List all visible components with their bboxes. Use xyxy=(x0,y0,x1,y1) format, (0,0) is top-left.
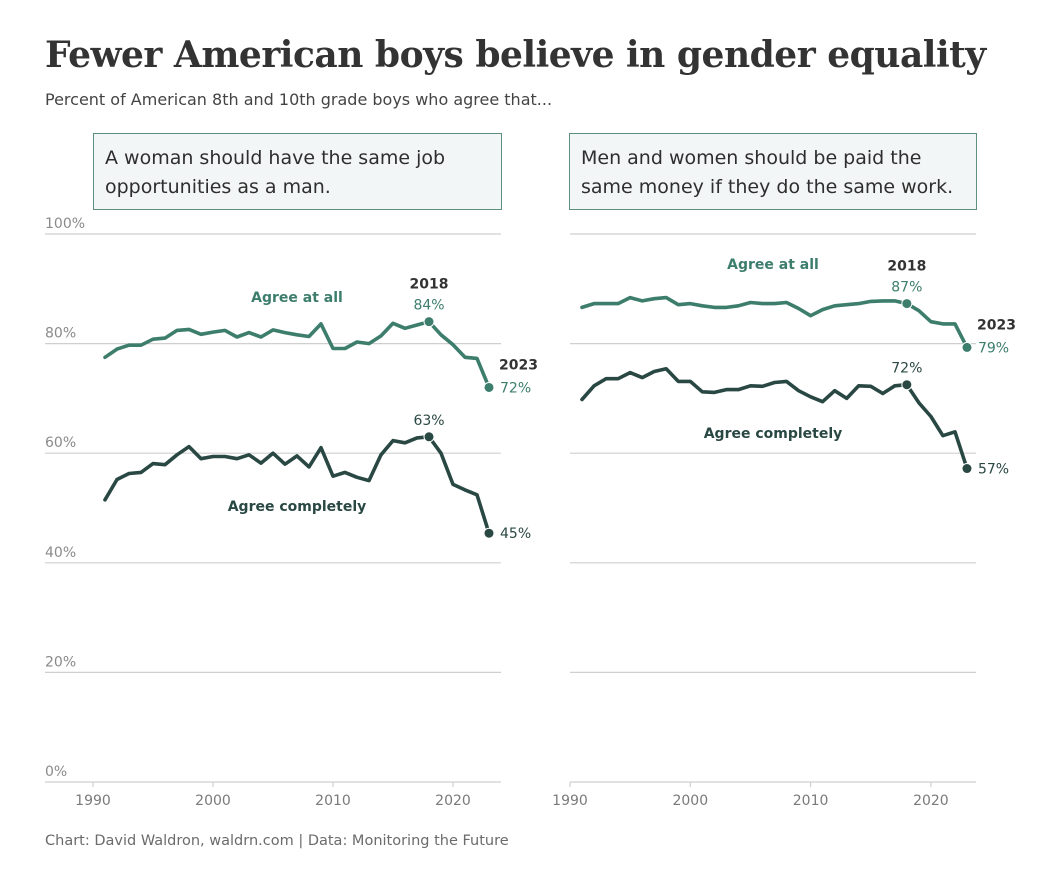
y-tick-label: 20% xyxy=(45,654,76,670)
data-point-2023 xyxy=(961,341,973,353)
annotation-value: 57% xyxy=(978,462,1009,478)
x-tick-label: 2010 xyxy=(315,793,351,809)
x-tick-label: 2000 xyxy=(672,793,708,809)
data-point-2018 xyxy=(423,316,435,328)
data-point-2018 xyxy=(901,379,913,391)
y-tick-label: 0% xyxy=(45,764,67,780)
y-tick-label: 100% xyxy=(45,216,85,232)
annotation-year: 2023 xyxy=(977,317,1016,333)
x-tick-label: 2000 xyxy=(195,793,231,809)
x-tick-label: 1990 xyxy=(75,793,111,809)
data-point-2018 xyxy=(423,431,435,443)
x-tick-label: 2010 xyxy=(793,793,829,809)
annotation-value: 84% xyxy=(413,298,444,314)
question-box-equal-pay: Men and women should be paid the same mo… xyxy=(569,133,977,210)
series-label: Agree completely xyxy=(704,426,843,442)
annotation-value: 45% xyxy=(500,526,531,542)
annotation-value: 63% xyxy=(413,413,444,429)
annotation-value: 72% xyxy=(500,380,531,396)
annotation-value: 79% xyxy=(978,340,1009,356)
question-box-job-opportunities: A woman should have the same job opportu… xyxy=(93,133,502,210)
chart-subtitle: Percent of American 8th and 10th grade b… xyxy=(45,90,553,109)
series-label: Agree at all xyxy=(251,290,343,306)
data-point-2023 xyxy=(483,381,495,393)
y-tick-label: 40% xyxy=(45,545,76,561)
series-line-agree-completely xyxy=(103,434,491,536)
y-tick-label: 80% xyxy=(45,326,76,342)
data-point-2023 xyxy=(483,527,495,539)
chart-title: Fewer American boys believe in gender eq… xyxy=(45,34,986,76)
series-line-agree-at-all xyxy=(103,319,491,390)
x-tick-label: 1990 xyxy=(552,793,588,809)
annotation-year: 2023 xyxy=(499,357,538,373)
panel-job-opportunities: 0% 20% 40% 60% 80% 100% 1990 2000 2010 2020 Agree … xyxy=(45,216,538,809)
y-tick-label: 60% xyxy=(45,435,76,451)
panel-equal-pay: 1990 2000 2010 2020 Agree at all 2018 87% 2023 7… xyxy=(552,233,1016,809)
data-point-2018 xyxy=(901,298,913,310)
series-label: Agree at all xyxy=(727,257,819,273)
annotation-year: 2018 xyxy=(410,277,449,293)
annotation-value: 72% xyxy=(891,361,922,377)
series-label: Agree completely xyxy=(228,499,367,515)
annotation-year: 2018 xyxy=(887,259,926,275)
x-tick-label: 2020 xyxy=(913,793,949,809)
data-point-2023 xyxy=(961,463,973,475)
annotation-value: 87% xyxy=(891,280,922,296)
chart-source-footer: Chart: David Waldron, waldrn.com | Data:… xyxy=(45,833,509,849)
x-tick-label: 2020 xyxy=(435,793,471,809)
